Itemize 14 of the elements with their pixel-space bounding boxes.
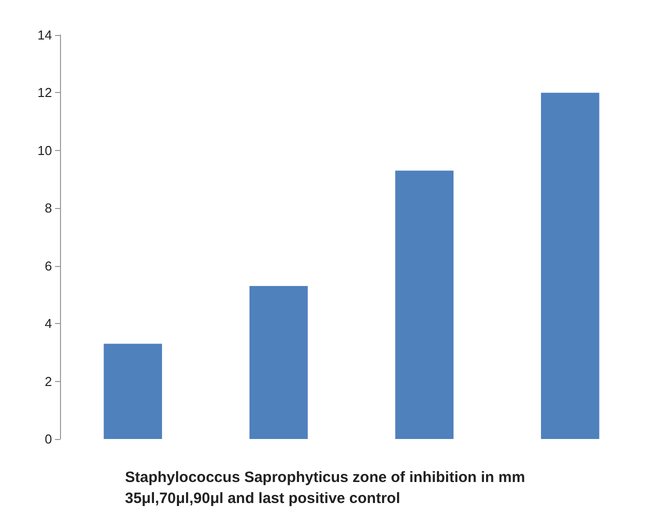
bar [249,286,308,439]
text: Staphylococcus Saprophyticus zone of inhibition in mm [125,469,526,486]
y-tick-label: 2 [44,374,52,389]
y-tick-label: 6 [44,258,52,274]
y-tick-label: 8 [44,200,52,216]
y-tick-label: 10 [38,142,52,158]
y-tick-label: 4 [44,316,52,332]
y-tick-label: 14 [38,28,52,42]
y-tick-label: 12 [38,85,52,100]
text: 35μl,70μl,90μl and last positive control [125,490,400,507]
bar [104,344,162,439]
bar [395,170,454,439]
bar [540,92,600,439]
y-tick-label: 0 [44,432,52,446]
